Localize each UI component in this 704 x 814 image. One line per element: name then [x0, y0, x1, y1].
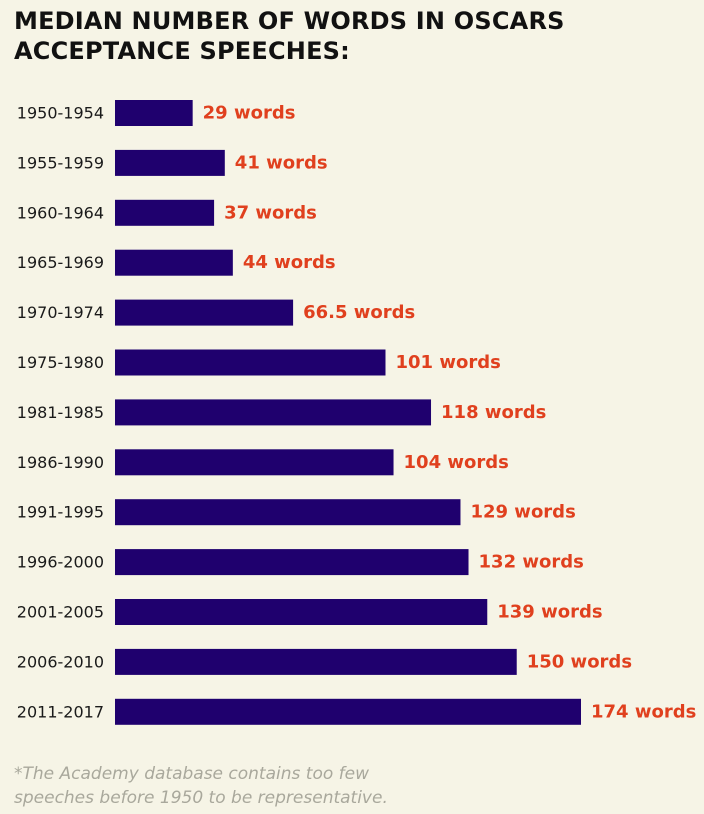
value-label: 118 words: [441, 402, 546, 423]
footnote-line-1: *The Academy database contains too few: [14, 764, 369, 784]
bar: [115, 499, 461, 526]
value-label: 139 words: [497, 602, 602, 623]
bar: [115, 249, 233, 276]
bar: [115, 698, 581, 725]
bar: [115, 549, 469, 576]
value-label: 150 words: [527, 651, 632, 672]
bar: [115, 199, 215, 226]
value-label: 29 words: [203, 103, 296, 124]
value-label: 37 words: [224, 202, 317, 223]
bar: [115, 349, 386, 376]
bar: [115, 449, 394, 476]
category-label: 1970-1974: [17, 303, 104, 322]
value-label: 132 words: [479, 552, 584, 573]
chart-title: MEDIAN NUMBER OF WORDS IN OSCARS ACCEPTA…: [14, 6, 674, 66]
value-label: 129 words: [470, 502, 575, 523]
bar: [115, 599, 488, 625]
category-label: 2011-2017: [17, 702, 104, 721]
value-label: 174 words: [591, 701, 696, 722]
value-label: 44 words: [243, 252, 336, 273]
category-label: 2006-2010: [17, 652, 104, 671]
bar: [115, 100, 193, 126]
category-label: 1950-1954: [17, 104, 104, 123]
value-label: 41 words: [235, 152, 328, 173]
bar: [115, 648, 517, 675]
value-label: 66.5 words: [303, 302, 415, 323]
category-label: 1960-1964: [17, 203, 104, 222]
bar: [115, 299, 294, 326]
category-label: 1981-1985: [17, 403, 104, 422]
category-label: 1996-2000: [17, 553, 104, 572]
chart-title-line-1: MEDIAN NUMBER OF WORDS IN OSCARS: [14, 7, 565, 35]
value-label: 101 words: [395, 352, 500, 373]
category-label: 1955-1959: [17, 153, 104, 172]
value-label: 104 words: [404, 452, 509, 473]
category-label: 2001-2005: [17, 603, 104, 622]
footnote-line-2: speeches before 1950 to be representativ…: [14, 788, 388, 808]
footnote: *The Academy database contains too few s…: [14, 762, 514, 810]
category-label: 1965-1969: [17, 253, 104, 272]
category-label: 1975-1980: [17, 353, 104, 372]
chart-title-line-2: ACCEPTANCE SPEECHES:: [14, 37, 350, 65]
bar: [115, 399, 432, 426]
bar: [115, 149, 225, 176]
category-label: 1991-1995: [17, 503, 104, 522]
category-label: 1986-1990: [17, 453, 104, 472]
